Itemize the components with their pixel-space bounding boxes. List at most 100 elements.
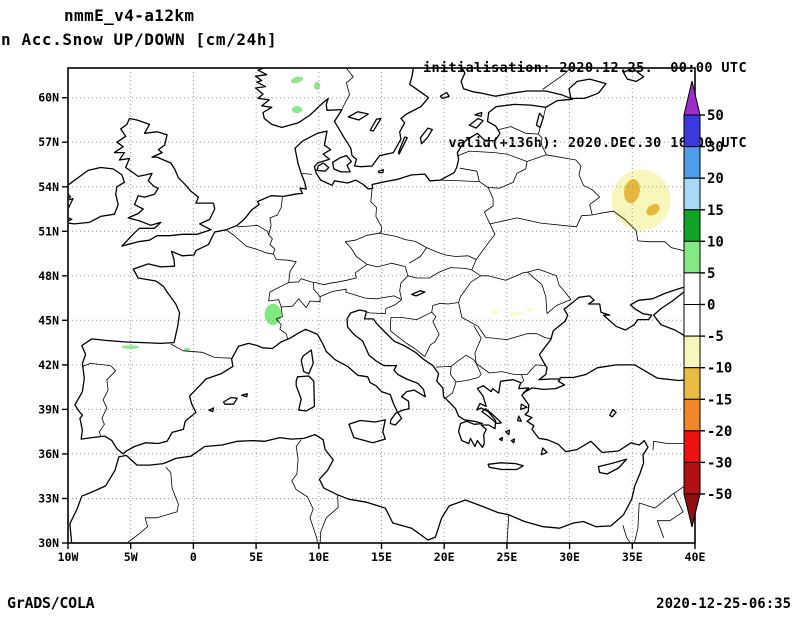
country-border-path <box>404 266 409 276</box>
coastline-path <box>498 436 504 442</box>
snow-patch-russia-core-2 <box>646 203 660 216</box>
coastline-path <box>559 364 695 382</box>
coastline-path <box>609 408 617 418</box>
snow-patch-romania-patch-1 <box>490 310 500 315</box>
snow-patch-norway-patch-3 <box>291 106 303 114</box>
colorbar-tick-label: -5 <box>707 329 724 345</box>
creation-timestamp: 2020-12-25-06:35 <box>656 596 791 612</box>
coastline-path <box>468 117 484 129</box>
coastline-path <box>241 393 248 398</box>
country-border-path <box>527 268 572 315</box>
country-border-path <box>538 133 547 155</box>
country-border-path <box>431 302 459 313</box>
colorbar-tick-label: 20 <box>707 171 724 187</box>
lat-tick-label: 33N <box>38 492 59 506</box>
colorbar-segment <box>683 177 701 211</box>
country-border-path <box>319 288 366 299</box>
coastline-path <box>410 290 426 297</box>
country-border-path <box>399 275 409 300</box>
lon-tick-label: 20E <box>434 550 455 564</box>
country-border-path <box>527 271 548 314</box>
country-border-path <box>480 271 528 281</box>
colorbar-tick-label: 5 <box>707 266 715 282</box>
country-border-path <box>537 127 541 135</box>
country-border-path <box>488 161 528 189</box>
lon-tick-label: 40E <box>685 550 706 564</box>
colorbar-tick-label: 30 <box>707 140 724 156</box>
coastline-path <box>300 349 314 375</box>
country-border-path <box>622 525 631 543</box>
snow-patch-russia-core <box>624 179 640 204</box>
country-border-path <box>475 223 496 260</box>
country-border-path <box>288 264 368 286</box>
lon-tick-label: 5W <box>124 550 138 564</box>
country-border-path <box>301 173 312 175</box>
country-border-path <box>237 224 276 255</box>
country-border-path <box>291 439 318 543</box>
country-border-path <box>365 295 402 300</box>
colorbar-tick-label: 50 <box>707 108 724 124</box>
colorbar-segment <box>683 114 701 148</box>
country-border-path <box>389 317 426 358</box>
lon-tick-label: 35E <box>622 550 643 564</box>
country-border-path <box>471 259 477 271</box>
country-border-path <box>458 275 481 327</box>
map-frame <box>67 67 696 544</box>
country-border-path <box>581 210 695 255</box>
variable-title: n Acc.Snow UP/DOWN [cm/24h] <box>1 30 278 49</box>
run-info-block: initialisation: 2020.12.25. 00:00 UTC va… <box>423 6 747 206</box>
colorbar-segment <box>683 430 701 463</box>
snow-anomaly-patches <box>121 76 671 351</box>
coastline-path <box>568 78 607 100</box>
country-border-path <box>459 167 480 182</box>
coastline-path <box>348 419 386 444</box>
snow-patch-norway-patch-2 <box>313 81 321 91</box>
axis-labels: 30N 33N 36N 39N 42N 45N 48N 51N 54N 57N 60N 10W 5W 0 5… <box>38 91 705 564</box>
colorbar-segment <box>683 272 701 305</box>
country-border-path <box>268 197 283 236</box>
coastline-path <box>222 396 238 405</box>
coastline-path <box>540 447 548 456</box>
lon-tick-label: 5E <box>249 550 263 564</box>
coastline-path <box>597 458 628 475</box>
country-border-path <box>506 514 510 543</box>
coastline-path <box>481 408 502 425</box>
coastline-path <box>397 136 408 155</box>
lon-tick-label: 10W <box>58 550 79 564</box>
country-border-path <box>450 354 477 367</box>
country-border-path <box>542 107 547 118</box>
lon-tick-label: 25E <box>497 550 518 564</box>
coastline-path <box>377 169 385 174</box>
country-border-path <box>225 229 297 283</box>
coastline-path <box>208 407 215 413</box>
country-border-path <box>275 306 288 339</box>
country-border-path <box>489 215 582 228</box>
country-border-path <box>367 262 406 268</box>
coastline-path <box>520 403 528 411</box>
country-border-path <box>341 68 354 109</box>
colorbar-tick-label: -50 <box>707 487 732 503</box>
country-border-path <box>521 364 546 375</box>
coastline-path <box>504 429 511 436</box>
lat-tick-label: 48N <box>38 269 59 283</box>
country-border-path <box>477 326 552 340</box>
country-border-path <box>344 241 368 265</box>
colorbar-segment <box>683 146 701 179</box>
country-border-path <box>426 247 477 260</box>
snow-patch-spain-patch-1 <box>121 345 139 349</box>
colorbar-segment <box>683 304 701 337</box>
coastline-path <box>369 117 382 132</box>
colorbar-segment <box>683 367 701 400</box>
coastline-path <box>316 162 330 172</box>
country-border-path <box>479 181 489 188</box>
coastline-path <box>439 91 450 100</box>
country-border-path <box>435 366 457 383</box>
coastline-path <box>69 387 649 543</box>
coastline-path <box>622 68 645 83</box>
lon-tick-label: 30E <box>559 550 580 564</box>
colorbar-segment <box>683 209 701 242</box>
lat-tick-label: 45N <box>38 313 59 327</box>
country-border-path <box>542 68 571 90</box>
coastline-path <box>419 127 433 145</box>
